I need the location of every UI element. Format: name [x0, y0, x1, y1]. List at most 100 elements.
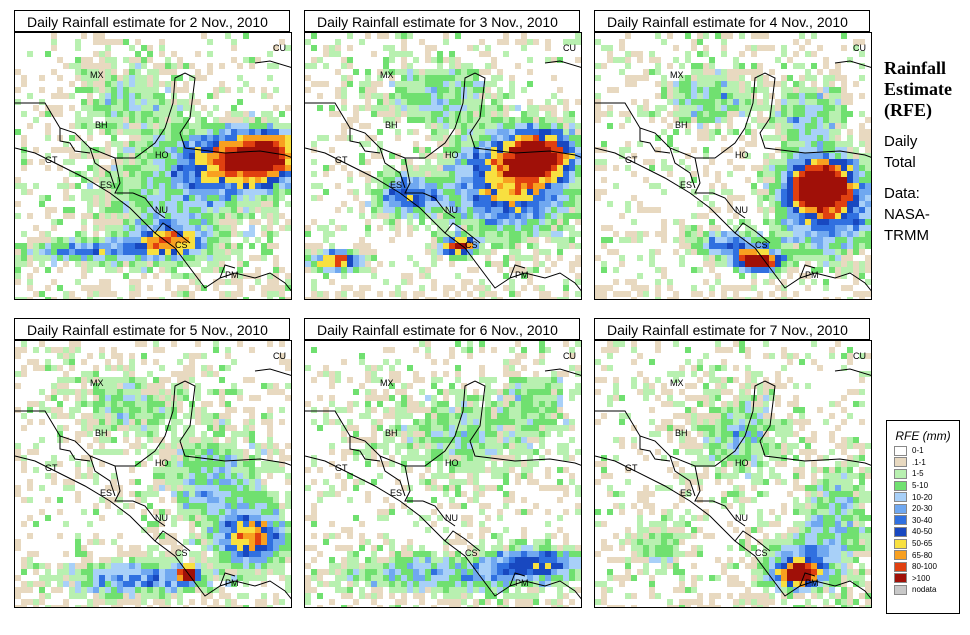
rain-cell — [87, 81, 93, 87]
rain-cell — [359, 81, 365, 87]
rain-cell — [291, 461, 292, 467]
rain-cell — [377, 129, 383, 135]
rain-cell — [569, 183, 575, 189]
rain-cell — [171, 515, 177, 521]
rain-cell — [503, 273, 509, 279]
rain-cell — [413, 117, 419, 123]
rain-cell — [231, 383, 237, 389]
rain-cell — [799, 237, 805, 243]
rain-cell — [551, 111, 557, 117]
rain-cell — [147, 153, 153, 159]
rain-cell — [757, 201, 763, 207]
rain-cell — [225, 533, 231, 539]
rain-cell — [727, 285, 733, 291]
rain-cell — [551, 177, 557, 183]
rain-cell — [545, 189, 551, 195]
rain-cell — [219, 123, 225, 129]
rain-cell — [461, 189, 467, 195]
rain-cell — [165, 285, 171, 291]
rain-cell — [255, 533, 261, 539]
rain-cell — [823, 165, 829, 171]
rain-cell — [111, 497, 117, 503]
rain-cell — [847, 165, 853, 171]
rain-cell — [33, 117, 39, 123]
rain-cell — [787, 177, 793, 183]
rain-cell — [401, 279, 407, 285]
rain-cell — [249, 521, 255, 527]
rain-cell — [431, 237, 437, 243]
rain-cell — [715, 243, 721, 249]
rain-cell — [467, 111, 473, 117]
rain-cell — [467, 231, 473, 237]
rain-cell — [141, 575, 147, 581]
rain-cell — [437, 105, 443, 111]
rain-cell — [685, 237, 691, 243]
rain-cell — [231, 213, 237, 219]
rain-cell — [527, 81, 533, 87]
rain-cell — [201, 255, 207, 261]
rain-cell — [437, 219, 443, 225]
rain-cell — [273, 159, 279, 165]
rain-cell — [569, 141, 575, 147]
rain-cell — [503, 129, 509, 135]
rain-cell — [165, 569, 171, 575]
rain-cell — [613, 249, 619, 255]
rain-cell — [267, 413, 273, 419]
rain-cell — [655, 183, 661, 189]
rain-cell — [75, 39, 81, 45]
rain-cell — [461, 249, 467, 255]
rain-cell — [135, 123, 141, 129]
rain-cell — [769, 237, 775, 243]
rain-cell — [267, 165, 273, 171]
rain-cell — [793, 213, 799, 219]
rain-cell — [655, 105, 661, 111]
rain-cell — [219, 461, 225, 467]
rain-cell — [183, 249, 189, 255]
rain-cell — [153, 419, 159, 425]
rain-cell — [207, 575, 213, 581]
rain-cell — [359, 93, 365, 99]
country-border — [349, 128, 381, 154]
rain-cell — [69, 81, 75, 87]
rain-cell — [105, 81, 111, 87]
rain-cell — [105, 261, 111, 267]
rain-cell — [371, 267, 377, 273]
rain-cell — [799, 171, 805, 177]
rain-cell — [225, 195, 231, 201]
rain-cell — [709, 81, 715, 87]
rain-cell — [165, 147, 171, 153]
rain-cell — [709, 225, 715, 231]
rain-cell — [473, 153, 479, 159]
rain-cell — [667, 99, 673, 105]
rain-cell — [225, 129, 231, 135]
rain-cell — [389, 195, 395, 201]
rain-cell — [667, 63, 673, 69]
rain-cell — [213, 135, 219, 141]
rain-cell — [237, 389, 243, 395]
rain-cell — [829, 219, 835, 225]
rain-cell — [129, 75, 135, 81]
rain-cell — [183, 563, 189, 569]
rain-cell — [117, 219, 123, 225]
rain-cell — [285, 141, 291, 147]
rain-cell — [75, 153, 81, 159]
rain-cell — [207, 267, 213, 273]
rain-cell — [631, 297, 637, 299]
rain-cell — [437, 213, 443, 219]
rain-cell — [479, 165, 485, 171]
rain-cell — [467, 81, 473, 87]
rain-cell — [135, 129, 141, 135]
rain-cell — [799, 195, 805, 201]
rain-cell — [15, 201, 21, 207]
rain-cell — [207, 177, 213, 183]
rain-cell — [189, 237, 195, 243]
rain-cell — [775, 195, 781, 201]
rain-cell — [273, 63, 279, 69]
rain-cell — [129, 165, 135, 171]
rain-cell — [563, 177, 569, 183]
rain-cell — [377, 201, 383, 207]
rain-cell — [201, 527, 207, 533]
rain-cell — [189, 371, 195, 377]
rain-cell — [237, 285, 243, 291]
rain-cell — [249, 165, 255, 171]
